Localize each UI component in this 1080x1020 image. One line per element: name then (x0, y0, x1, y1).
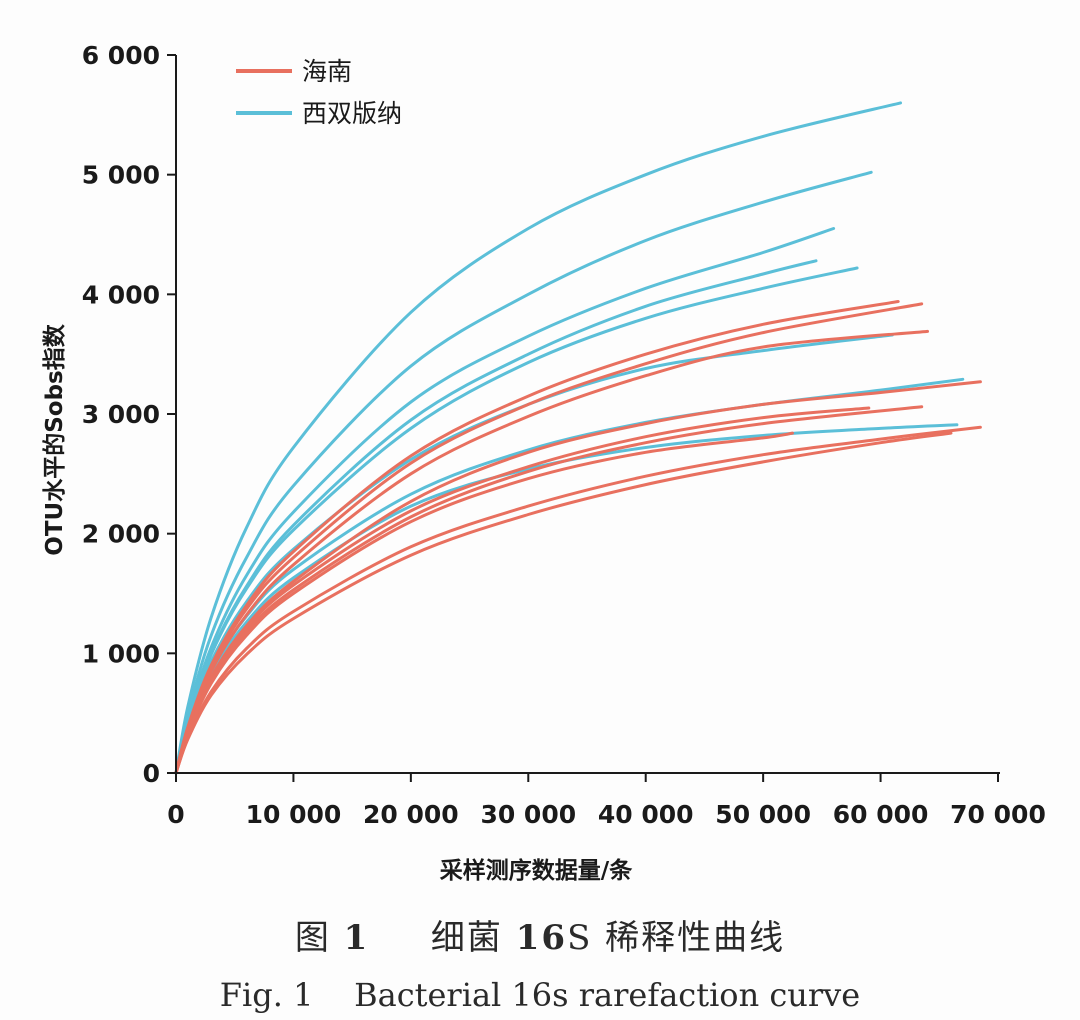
series-line-xishuangbanna-7 (174, 423, 959, 775)
legend-label-hainan: 海南 (302, 57, 352, 86)
y-tick-label: 2 000 (82, 520, 160, 549)
series-line-hainan-15 (174, 425, 982, 775)
y-axis-title: OTU水平的Sobs指数 (41, 323, 68, 555)
caption-title-part1: 细菌 (430, 918, 503, 958)
legend-label-xishuangbanna: 西双版纳 (302, 99, 402, 128)
tick-layer: 0 10 000 20 000 30 000 40 000 50 000 60 000 70 … (82, 41, 1046, 829)
x-tick-label: 10 000 (246, 800, 342, 829)
caption-title-part2: S 稀释性曲线 (567, 918, 786, 958)
y-tick-label: 1 000 (82, 639, 160, 668)
x-tick-label: 60 000 (833, 800, 929, 829)
series-line-hainan-9 (174, 302, 924, 775)
x-tick-label: 0 (167, 800, 184, 829)
figure-caption-chinese: 图 1 细菌 16S 稀释性曲线 (0, 910, 1080, 959)
series-line-xishuangbanna-0 (174, 101, 902, 775)
x-tick-label: 70 000 (950, 800, 1046, 829)
series-line-xishuangbanna-2 (174, 227, 836, 775)
y-tick-label: 4 000 (82, 280, 160, 309)
axes-layer (175, 55, 1000, 774)
caption-number: 1 (343, 918, 370, 958)
y-tick-label: 3 000 (82, 400, 160, 429)
x-tick-label: 50 000 (715, 800, 811, 829)
series-line-xishuangbanna-1 (174, 170, 873, 775)
legend: 海南 西双版纳 (236, 57, 402, 128)
rarefaction-chart: 0 10 000 20 000 30 000 40 000 50 000 60 000 70 … (41, 41, 1046, 884)
y-tick-label: 5 000 (82, 161, 160, 190)
y-tick-label: 6 000 (82, 41, 160, 70)
x-tick-label: 40 000 (598, 800, 694, 829)
series-line-hainan-10 (174, 329, 929, 775)
x-axis-title: 采样测序数据量/条 (440, 857, 632, 884)
x-tick-label: 30 000 (480, 800, 576, 829)
series-line-hainan-16 (174, 431, 953, 775)
y-tick-label: 0 (143, 759, 160, 788)
series-line-xishuangbanna-4 (174, 266, 859, 775)
series-layer (174, 101, 982, 775)
figure-caption-english: Fig. 1 Bacterial 16s rarefaction curve (219, 976, 861, 1014)
caption-prefix: 图 (294, 918, 331, 958)
series-line-hainan-14 (174, 431, 794, 775)
caption-bold-16: 16 (515, 918, 568, 958)
x-tick-label: 20 000 (363, 800, 459, 829)
